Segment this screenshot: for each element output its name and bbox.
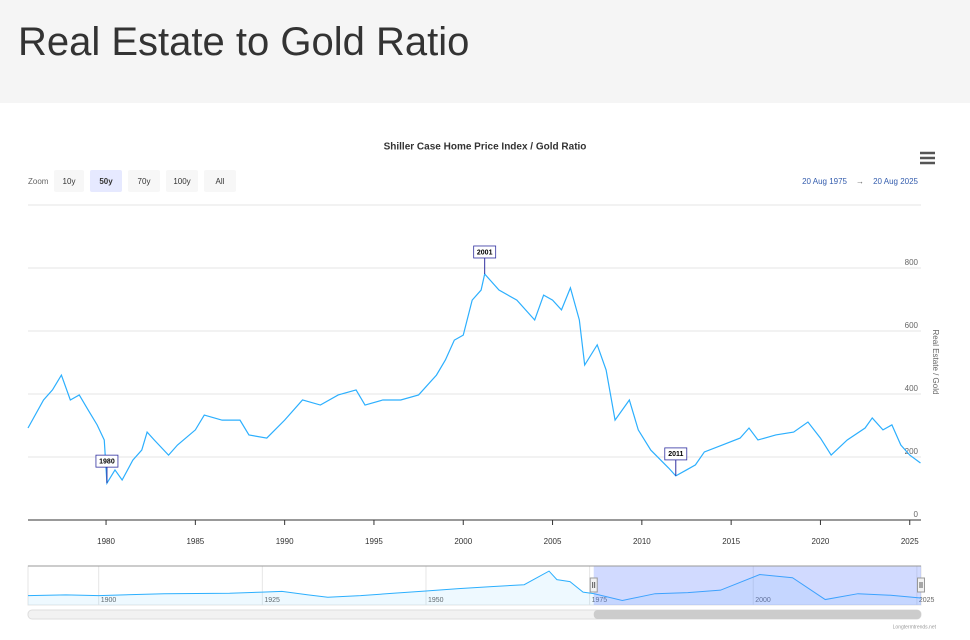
x-tick-label: 1990 (276, 537, 294, 546)
flag-label: 2001 (477, 249, 493, 256)
page-title: Real Estate to Gold Ratio (18, 20, 470, 64)
navigator-tick-label: 2000 (755, 597, 771, 604)
zoom-button-label[interactable]: 50y (99, 177, 113, 186)
chart-title: Shiller Case Home Price Index / Gold Rat… (384, 142, 587, 153)
y-tick-label: 400 (905, 384, 919, 393)
x-tick-label: 1980 (97, 537, 115, 546)
zoom-button-label[interactable]: 100y (173, 177, 190, 186)
navigator-handle[interactable] (589, 577, 598, 593)
menu-button[interactable] (918, 150, 938, 166)
flag-label: 2011 (668, 451, 683, 458)
zoom-button-label[interactable]: 10y (63, 177, 76, 186)
flag-box (473, 245, 497, 259)
date-arrow: → (856, 177, 864, 186)
flag-box (664, 447, 688, 461)
navigator-tick-label: 1950 (428, 597, 444, 604)
zoom-button-label[interactable]: All (216, 177, 225, 186)
handle-grip (919, 582, 923, 588)
zoom-button[interactable] (166, 170, 198, 192)
zoom-button[interactable] (90, 170, 122, 192)
y-tick-label: 600 (905, 321, 919, 330)
navigator-handle[interactable] (917, 577, 925, 593)
date-from[interactable]: 20 Aug 1975 (802, 177, 847, 186)
y-tick-label: 0 (914, 510, 919, 519)
y-tick-label: 200 (905, 447, 919, 456)
navigator-tick-label: 1975 (592, 597, 608, 604)
chart: Shiller Case Home Price Index / Gold Rat… (27, 142, 940, 630)
navigator-tick-label: 1900 (101, 597, 117, 604)
credit: Longtermtrends.net (893, 624, 937, 630)
handle-grip (592, 582, 596, 588)
navigator-selection[interactable] (593, 566, 921, 605)
navigator-frame (27, 565, 922, 606)
flag-label: 1980 (99, 458, 115, 465)
zoom-button[interactable] (128, 170, 160, 192)
y-axis-title: Real Estate / Gold (931, 330, 940, 395)
data-line (27, 272, 921, 486)
header: Real Estate to Gold Ratio (0, 0, 970, 103)
navigator-tick-label: 2025 (919, 597, 935, 604)
x-tick-label: 2005 (544, 537, 562, 546)
data-line (27, 570, 921, 601)
flag-box (95, 454, 119, 468)
x-tick-label: 1985 (186, 537, 204, 546)
zoom-button[interactable] (54, 170, 84, 192)
x-tick-label: 2020 (812, 537, 830, 546)
x-tick-label: 2015 (722, 537, 740, 546)
scrollbar-thumb[interactable] (593, 610, 921, 619)
navigator-tick-label: 1925 (264, 597, 280, 604)
zoom-button[interactable] (204, 170, 236, 192)
y-tick-label: 800 (905, 258, 919, 267)
x-tick-label: 2010 (633, 537, 651, 546)
date-to[interactable]: 20 Aug 2025 (873, 177, 918, 186)
zoom-button-label[interactable]: 70y (138, 177, 151, 186)
x-tick-label: 2000 (454, 537, 472, 546)
x-tick-label: 2025 (901, 537, 919, 546)
zoom-label: Zoom (28, 177, 49, 186)
x-tick-label: 1995 (365, 537, 383, 546)
